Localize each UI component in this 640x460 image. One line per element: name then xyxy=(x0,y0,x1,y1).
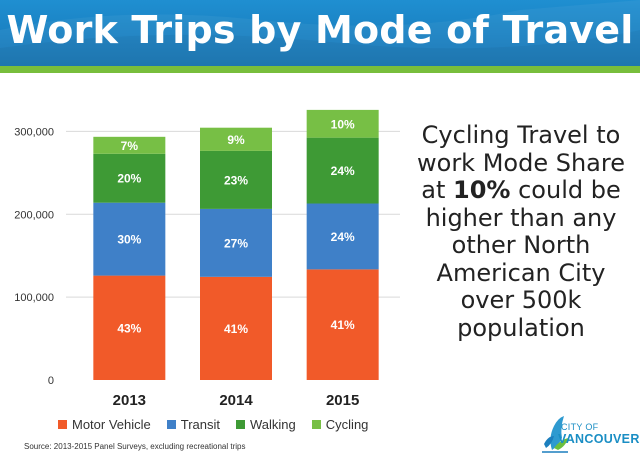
data-label: 20% xyxy=(117,172,141,186)
bar-segment xyxy=(93,153,166,203)
x-tick-label: 2014 xyxy=(219,392,253,409)
data-label: 41% xyxy=(224,322,248,336)
data-label: 41% xyxy=(331,318,355,332)
bar-segment xyxy=(306,203,379,270)
bar-segment xyxy=(200,150,272,209)
legend-swatch xyxy=(311,419,321,429)
legend-item: Motor Vehicle xyxy=(58,417,151,432)
callout-text-start: Cycling Travel to work Mode Share at xyxy=(417,121,625,204)
leaf-logo-icon xyxy=(542,416,568,453)
y-tick-label: 0 xyxy=(48,375,54,387)
x-tick-label: 2015 xyxy=(326,392,359,409)
callout-highlight: 10% xyxy=(453,176,511,204)
legend-label: Transit xyxy=(180,416,221,432)
bar-segment xyxy=(200,276,272,380)
stacked-bar-chart: 0 100,000 200,000 300,000 43% 30% 20% 7% 2013 41%… xyxy=(14,109,400,409)
logo-vancouver: VANCOUVER xyxy=(558,432,640,446)
legend-item: Transit xyxy=(166,416,221,432)
cycling-callout: Cycling Travel to work Mode Share at 10%… xyxy=(412,121,630,342)
y-tick-label: 100,000 xyxy=(14,292,54,304)
logo-city-of: CITY OF xyxy=(561,422,599,432)
data-label: 9% xyxy=(227,133,245,147)
data-label: 27% xyxy=(224,236,248,250)
data-label: 10% xyxy=(331,117,355,131)
city-logo: CITY OF VANCOUVER xyxy=(538,408,640,456)
legend-swatch xyxy=(58,419,67,429)
header-decoration xyxy=(0,0,640,66)
source-note: Source: 2013-2015 Panel Surveys, excludi… xyxy=(24,442,246,451)
header-banner: Work Trips by Mode of Travel xyxy=(0,0,640,66)
legend-label: Walking xyxy=(250,416,296,432)
bar-segment xyxy=(306,137,379,204)
data-label: 7% xyxy=(121,139,139,153)
legend-item: Walking xyxy=(236,417,296,432)
legend-swatch xyxy=(236,419,246,429)
y-tick-label: 300,000 xyxy=(14,126,54,138)
bar-segment xyxy=(93,202,166,276)
legend-item: Cycling xyxy=(311,416,369,432)
page-title: Work Trips by Mode of Travel xyxy=(6,8,634,52)
bar-segment xyxy=(93,136,166,154)
y-tick-label: 200,000 xyxy=(14,209,54,221)
data-label: 24% xyxy=(331,164,355,178)
data-label: 43% xyxy=(117,321,141,335)
bar-segment xyxy=(93,275,166,380)
bar-segment xyxy=(306,109,379,138)
legend-label: Cycling xyxy=(325,416,369,432)
accent-bar xyxy=(0,66,640,73)
x-tick-label: 2013 xyxy=(113,392,146,409)
bar-segment xyxy=(200,208,272,277)
data-label: 23% xyxy=(224,173,248,187)
legend-label: Motor Vehicle xyxy=(72,416,151,432)
logo-text: CITY OF VANCOUVER xyxy=(558,422,640,446)
chart-legend: Motor Vehicle Transit Walking Cycling xyxy=(58,414,368,434)
bar-segment xyxy=(200,127,272,151)
data-label: 30% xyxy=(117,233,141,247)
data-label: 24% xyxy=(331,230,355,244)
bar-segment xyxy=(306,269,379,380)
callout-text-end: could be higher than any other North Ame… xyxy=(425,176,621,342)
legend-swatch xyxy=(166,419,176,429)
